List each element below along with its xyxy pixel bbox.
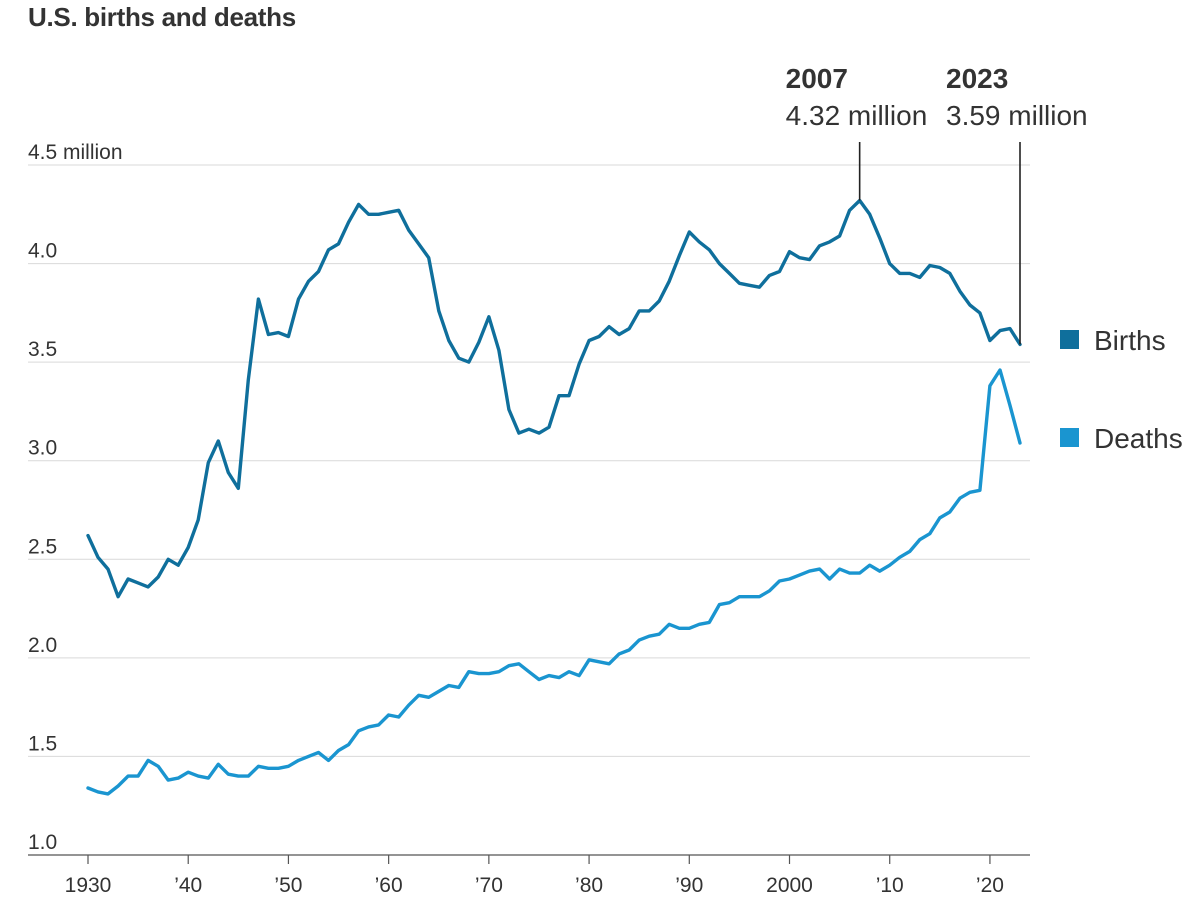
legend-swatch-deaths (1060, 428, 1079, 447)
y-tick-label: 1.0 (28, 831, 57, 854)
x-tick-label: ’20 (976, 874, 1004, 897)
x-axis: 1930 ’40 ’50 ’60 ’70 ’80 ’90 2000 ’10 ’20 (28, 854, 1030, 897)
chart-title: U.S. births and deaths (28, 2, 296, 32)
annotations: 2007 4.32 million 2023 3.59 million (786, 63, 1088, 345)
annotation-value: 4.32 million (786, 100, 928, 131)
x-tick-label: ’90 (675, 874, 703, 897)
y-tick-label: 4.0 (28, 240, 57, 263)
y-tick-label: 1.5 (28, 732, 57, 755)
annotation-year: 2023 (946, 63, 1008, 94)
annotation-year: 2007 (786, 63, 848, 94)
y-tick-label: 4.5 million (28, 141, 123, 164)
series-lines (86, 198, 1022, 796)
series-line-births (86, 198, 1022, 599)
x-tick-label: ’40 (174, 874, 202, 897)
legend-label-deaths: Deaths (1094, 423, 1183, 454)
annotation-value: 3.59 million (946, 100, 1088, 131)
x-tick-label: 2000 (766, 874, 813, 897)
y-tick-label: 3.5 (28, 338, 57, 361)
y-axis-tick-labels: 4.5 million 4.0 3.5 3.0 2.5 2.0 1.5 1.0 (28, 141, 123, 854)
series-line-deaths (86, 368, 1022, 796)
x-tick-label: ’60 (375, 874, 403, 897)
y-tick-label: 2.5 (28, 535, 57, 558)
x-tick-label: ’80 (575, 874, 603, 897)
legend: Births Deaths (1060, 325, 1183, 454)
x-tick-label: ’70 (475, 874, 503, 897)
x-tick-label: ’10 (876, 874, 904, 897)
y-tick-label: 2.0 (28, 634, 57, 657)
x-tick-label: 1930 (65, 874, 112, 897)
y-tick-label: 3.0 (28, 437, 57, 460)
legend-swatch-births (1060, 330, 1079, 349)
legend-label-births: Births (1094, 325, 1166, 356)
x-tick-label: ’50 (274, 874, 302, 897)
gridlines (28, 164, 1030, 757)
